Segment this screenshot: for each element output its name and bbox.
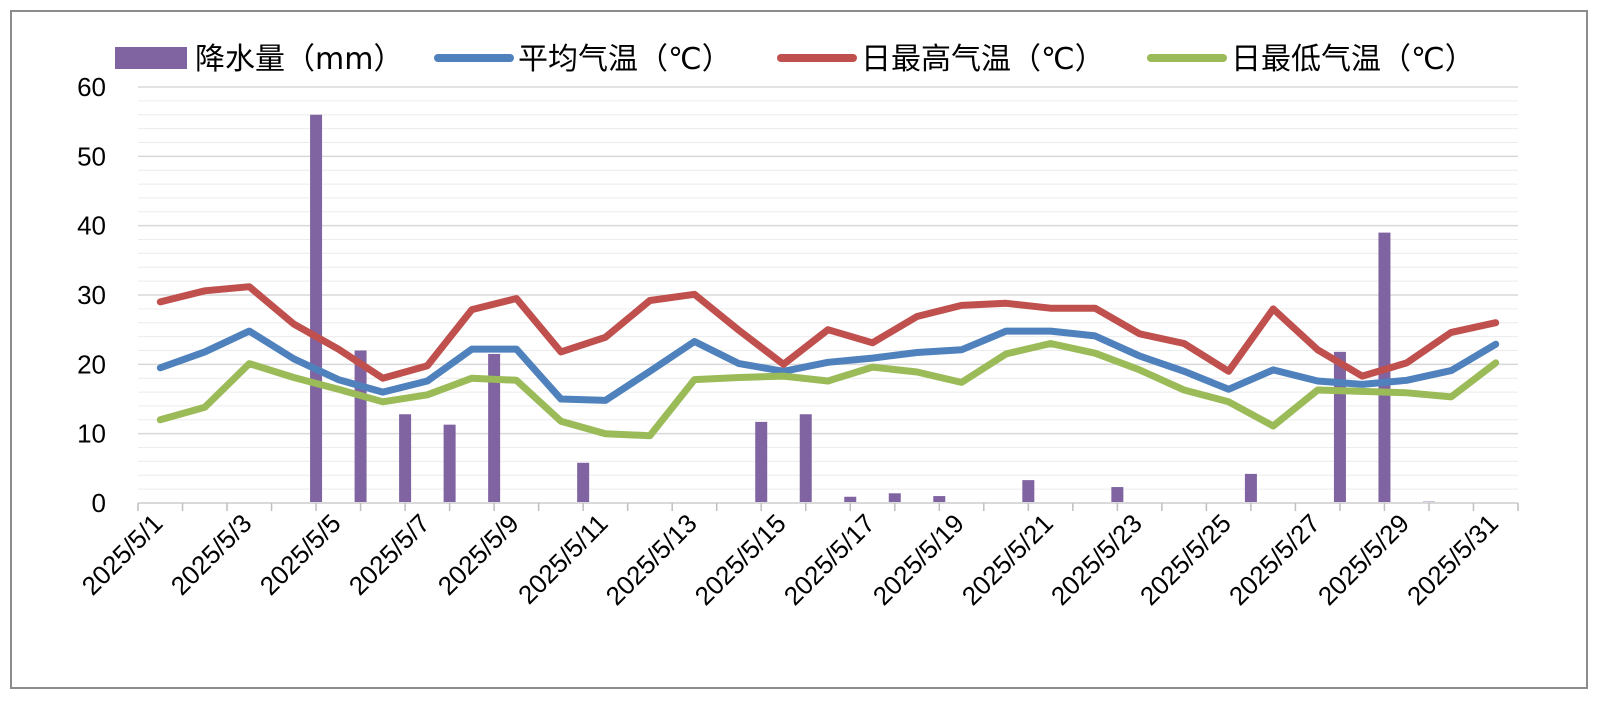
- x-tick-label: 2025/5/3: [165, 508, 258, 601]
- axes: 01020304050602025/5/12025/5/32025/5/5202…: [76, 72, 1519, 611]
- precipitation-bar: [310, 114, 323, 503]
- legend-item-max-temp: 日最高气温（℃）: [777, 42, 1105, 77]
- x-tick-label: 2025/5/15: [689, 508, 792, 611]
- x-tick-label: 2025/5/21: [956, 508, 1059, 611]
- precipitation-bar: [443, 424, 456, 503]
- temperature-lines: [156, 283, 1500, 440]
- x-tick-label: 2025/5/17: [778, 508, 881, 611]
- y-tick-label: 10: [77, 419, 106, 449]
- legend-swatch: [115, 47, 187, 69]
- precipitation-bar: [577, 462, 590, 503]
- precipitation-bar: [488, 353, 501, 503]
- x-tick-label: 2025/5/19: [867, 508, 970, 611]
- y-tick-label: 0: [92, 488, 106, 518]
- precipitation-bar: [755, 421, 768, 503]
- avg-temp-line: [156, 327, 1500, 404]
- legend-item-precipitation: 降水量（mm）: [115, 42, 403, 77]
- precipitation-bar: [933, 496, 946, 503]
- y-tick-label: 20: [77, 349, 106, 379]
- precipitation-bar: [1333, 351, 1346, 503]
- x-tick-label: 2025/5/31: [1401, 508, 1504, 611]
- y-tick-label: 50: [77, 141, 106, 171]
- legend-label: 日最高气温（℃）: [861, 42, 1105, 77]
- x-tick-label: 2025/5/27: [1223, 508, 1326, 611]
- legend: 降水量（mm） 平均气温（℃） 日最高气温（℃） 日最低气温（℃）: [115, 42, 1475, 77]
- y-tick-label: 60: [77, 72, 106, 102]
- precipitation-bar: [399, 414, 412, 503]
- legend-label: 日最低气温（℃）: [1231, 42, 1475, 77]
- min-temp-line: [156, 340, 1500, 440]
- x-tick-label: 2025/5/11: [512, 508, 614, 610]
- precipitation-bar: [844, 496, 857, 503]
- precipitation-bar: [354, 350, 367, 503]
- x-tick-label: 2025/5/5: [254, 508, 347, 601]
- precipitation-bar: [888, 493, 901, 503]
- precipitation-bar: [1244, 473, 1257, 503]
- y-tick-label: 40: [77, 211, 106, 241]
- y-tick-label: 30: [77, 280, 106, 310]
- legend-label: 平均气温（℃）: [518, 42, 732, 77]
- precipitation-bar: [799, 414, 812, 503]
- legend-item-avg-temp: 平均气温（℃）: [434, 42, 732, 77]
- precipitation-bar: [1111, 487, 1124, 503]
- x-tick-label: 2025/5/7: [343, 508, 436, 601]
- legend-label: 降水量（mm）: [195, 42, 403, 77]
- x-tick-label: 2025/5/25: [1134, 508, 1237, 611]
- x-tick-label: 2025/5/13: [600, 508, 703, 611]
- x-tick-label: 2025/5/9: [432, 508, 525, 601]
- precipitation-bar: [1022, 480, 1035, 503]
- x-tick-label: 2025/5/23: [1045, 508, 1148, 611]
- grid-lines: [138, 86, 1518, 504]
- x-tick-label: 2025/5/29: [1312, 508, 1415, 611]
- legend-item-min-temp: 日最低气温（℃）: [1147, 42, 1475, 77]
- max-temp-line: [156, 283, 1500, 382]
- x-tick-label: 2025/5/1: [76, 508, 169, 601]
